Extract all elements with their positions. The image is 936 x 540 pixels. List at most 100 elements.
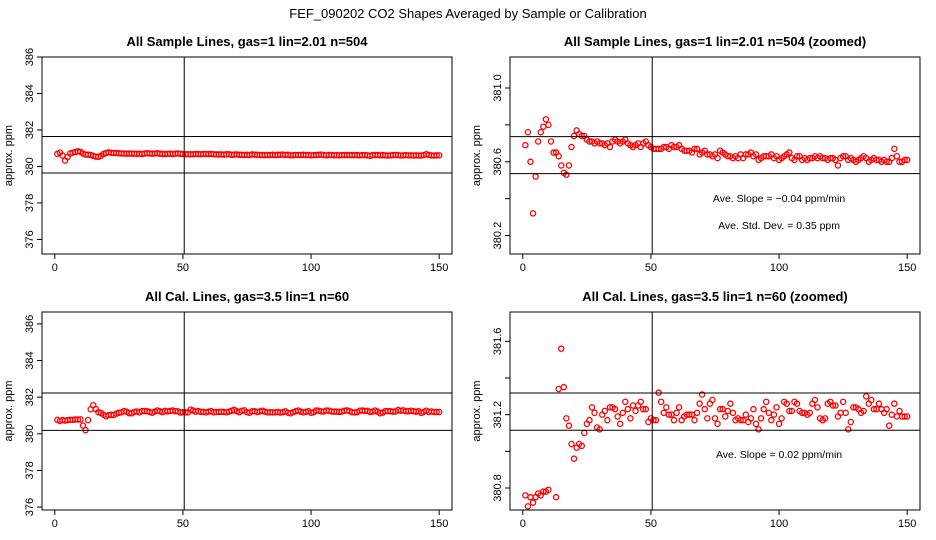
y-axis-label: approx. ppm	[3, 380, 15, 441]
data-point	[558, 162, 565, 169]
data-point	[675, 404, 683, 411]
data-point	[550, 149, 557, 156]
data-point	[829, 402, 837, 409]
y-tick-label: 381.6	[492, 328, 504, 356]
y-axis-label: approx. ppm	[471, 125, 483, 186]
data-point	[84, 416, 92, 424]
y-tick-label: 381.0	[492, 74, 504, 102]
annotation: Ave. Slope = −0.04 ppm/min	[713, 193, 845, 205]
plot-frame	[41, 56, 453, 255]
points	[54, 148, 443, 164]
data-point	[570, 455, 578, 462]
data-point	[614, 413, 621, 420]
panel-3: All Cal. Lines, gas=3.5 lin=1 n=60 0 50 100…	[3, 289, 453, 530]
data-point	[704, 415, 711, 422]
y-tick-label: 376	[24, 230, 36, 248]
data-point	[560, 383, 568, 391]
data-point	[811, 396, 819, 404]
panel-title: All Sample Lines, gas=1 lin=2.01 n=504 (…	[564, 34, 866, 49]
data-point	[845, 426, 852, 433]
data-point	[555, 385, 562, 393]
data-point	[778, 415, 785, 422]
data-point	[814, 404, 821, 411]
data-point	[568, 440, 575, 448]
data-point	[637, 398, 644, 406]
plot-frame	[509, 56, 921, 255]
data-point	[891, 400, 898, 407]
data-point	[581, 429, 588, 437]
data-point	[847, 418, 855, 426]
x-tick-label: 0	[52, 518, 58, 530]
data-point	[862, 393, 870, 400]
x-tick-label: 0	[52, 262, 58, 274]
y-tick-label: 381.2	[492, 401, 504, 429]
y-tick-label: 380.6	[492, 148, 504, 176]
data-point	[896, 407, 903, 415]
data-point	[716, 405, 724, 413]
y-tick-label: 382	[24, 388, 36, 406]
data-point	[545, 486, 552, 494]
data-point	[652, 416, 660, 424]
data-point	[534, 138, 542, 145]
points	[54, 401, 443, 434]
data-point	[742, 411, 750, 418]
y-tick-label: 378	[24, 194, 36, 212]
data-point	[842, 409, 849, 417]
data-point	[786, 407, 793, 415]
x-tick-label: 100	[302, 262, 320, 274]
data-point	[821, 415, 829, 422]
data-point	[524, 503, 532, 510]
data-point	[783, 400, 791, 407]
data-point	[698, 391, 706, 398]
data-point	[565, 422, 573, 429]
data-point	[307, 409, 315, 416]
data-point	[578, 132, 586, 140]
data-point	[552, 493, 560, 501]
x-tick-label: 150	[898, 518, 916, 530]
data-point	[619, 409, 627, 417]
data-point	[578, 442, 586, 450]
data-point	[891, 145, 898, 153]
y-tick-label: 386	[24, 315, 36, 333]
x-tick-label: 100	[770, 518, 788, 530]
data-point	[834, 162, 842, 169]
data-point	[693, 145, 701, 153]
y-axis-label: approx. ppm	[3, 125, 15, 186]
data-point	[893, 152, 901, 160]
panel-title: All Cal. Lines, gas=3.5 lin=1 n=60	[145, 289, 349, 304]
data-point	[601, 407, 609, 415]
data-point	[433, 152, 440, 159]
x-tick-label: 100	[770, 262, 788, 274]
data-point	[903, 156, 911, 164]
panel-1: All Sample Lines, gas=1 lin=2.01 n=504 0 5…	[3, 34, 453, 274]
data-point	[693, 409, 701, 417]
y-tick-label: 384	[24, 351, 36, 369]
data-point	[565, 162, 573, 169]
data-point	[793, 400, 801, 407]
data-point	[596, 426, 603, 433]
data-point	[839, 152, 847, 160]
data-point	[788, 407, 796, 415]
data-point	[775, 420, 783, 428]
data-point	[611, 405, 619, 413]
y-tick-label: 380	[24, 425, 36, 443]
data-point	[729, 409, 737, 417]
y-tick-label: 380.2	[492, 222, 504, 250]
data-point	[752, 151, 760, 158]
data-point	[522, 492, 529, 499]
data-point	[527, 158, 534, 166]
data-point	[624, 405, 632, 413]
data-point	[640, 405, 647, 413]
data-point	[540, 123, 547, 130]
y-tick-label: 376	[24, 498, 36, 516]
x-tick-label: 0	[520, 262, 526, 274]
data-point	[786, 149, 793, 156]
data-point	[558, 345, 565, 352]
data-point	[773, 404, 780, 411]
data-point	[435, 408, 443, 416]
x-tick-label: 50	[177, 518, 189, 530]
plot-frame	[509, 311, 921, 511]
data-point	[532, 173, 539, 180]
data-point	[433, 408, 440, 416]
